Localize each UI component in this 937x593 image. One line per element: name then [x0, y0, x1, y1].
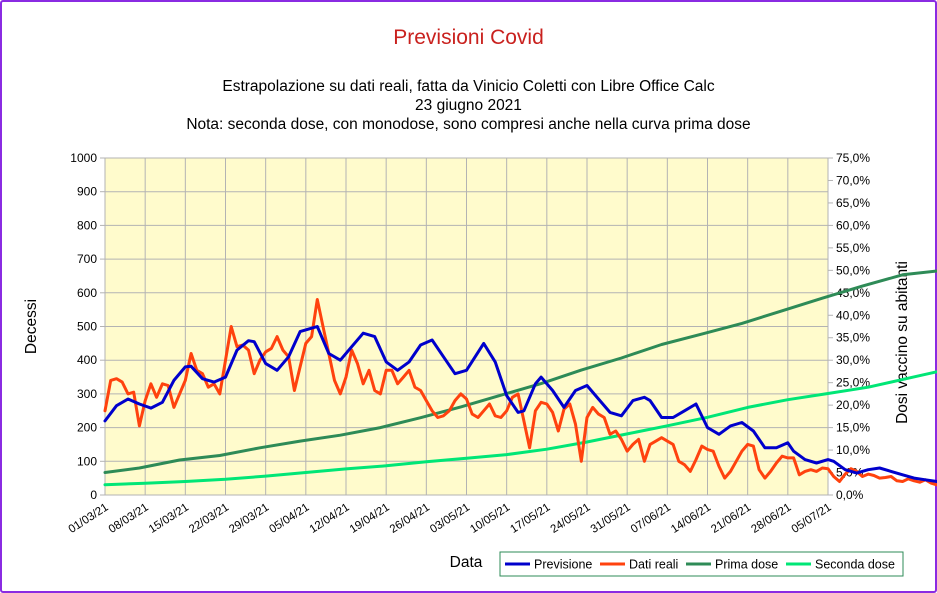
y-right-tick-label: 15,0% — [836, 421, 870, 435]
x-tick-label: 08/03/21 — [107, 501, 151, 535]
y-right-tick-label: 45,0% — [836, 286, 870, 300]
y-left-axis-title: Decessi — [23, 299, 40, 354]
x-tick-label: 29/03/21 — [227, 501, 271, 535]
x-tick-label: 07/06/21 — [629, 501, 673, 535]
legend-label: Seconda dose — [815, 558, 895, 572]
series-dati-reali — [103, 298, 937, 487]
y-right-tick-label: 55,0% — [836, 241, 870, 255]
subtitle-line-2: 23 giugno 2021 — [415, 97, 522, 114]
y-left-tick-label: 1000 — [70, 151, 97, 165]
plot-border — [104, 157, 829, 496]
x-tick-label: 26/04/21 — [388, 501, 432, 535]
subtitle-line-3: Nota: seconda dose, con monodose, sono c… — [186, 116, 751, 133]
y-right-axis-title: Dosi vaccino su abitanti — [894, 261, 911, 424]
x-tick-label: 17/05/21 — [508, 501, 552, 535]
legend-label: Dati reali — [629, 558, 678, 572]
y-left-tick-label: 600 — [77, 286, 97, 300]
y-right-tick-label: 30,0% — [836, 353, 870, 367]
y-left-tick-label: 800 — [77, 218, 97, 232]
x-tick-label: 12/04/21 — [308, 501, 352, 535]
x-tick-label: 19/04/21 — [348, 501, 392, 535]
x-tick-label: 15/03/21 — [147, 501, 191, 535]
y-left-tick-label: 200 — [77, 421, 97, 435]
y-left-tick-label: 0 — [90, 488, 97, 502]
y-right-tick-label: 75,0% — [836, 151, 870, 165]
y-left-tick-label: 100 — [77, 454, 97, 468]
series-previsione — [103, 325, 937, 484]
y-right-tick-label: 50,0% — [836, 263, 870, 277]
y-right-tick-label: 40,0% — [836, 308, 870, 322]
y-right-tick-label: 60,0% — [836, 218, 870, 232]
y-left-tick-label: 300 — [77, 387, 97, 401]
subtitle-line-1: Estrapolazione su dati reali, fatta da V… — [222, 78, 715, 95]
x-tick-label: 01/03/21 — [67, 501, 111, 535]
x-axis-title: Data — [450, 554, 483, 571]
x-tick-label: 05/07/21 — [790, 501, 834, 535]
y-left-tick-label: 500 — [77, 320, 97, 334]
y-right-tick-label: 35,0% — [836, 331, 870, 345]
x-tick-label: 05/04/21 — [267, 501, 311, 535]
legend-label: Prima dose — [715, 558, 778, 572]
y-right-tick-label: 65,0% — [836, 196, 870, 210]
legend: Previsione Dati reali Prima dose Seconda do… — [499, 551, 904, 577]
x-tick-label: 03/05/21 — [428, 501, 472, 535]
series-seconda-dose — [103, 370, 937, 487]
y-left-tick-label: 400 — [77, 353, 97, 367]
chart-subtitle: Estrapolazione su dati reali, fatta da V… — [0, 77, 937, 134]
x-tick-label: 22/03/21 — [187, 501, 231, 535]
chart-title: Previsioni Covid — [393, 26, 544, 49]
x-tick-label: 28/06/21 — [749, 501, 793, 535]
y-right-tick-label: 70,0% — [836, 173, 870, 187]
x-tick-label: 21/06/21 — [709, 501, 753, 535]
y-left-tick-label: 900 — [77, 185, 97, 199]
series-prima-dose — [103, 269, 937, 474]
y-right-tick-label: 0,0% — [836, 488, 864, 502]
x-tick-label: 10/05/21 — [468, 501, 512, 535]
legend-label: Previsione — [534, 558, 592, 572]
y-left-tick-label: 700 — [77, 252, 97, 266]
y-right-tick-label: 25,0% — [836, 376, 870, 390]
x-tick-label: 14/06/21 — [669, 501, 713, 535]
y-right-tick-label: 20,0% — [836, 398, 870, 412]
x-tick-label: 24/05/21 — [549, 501, 593, 535]
x-tick-label: 31/05/21 — [589, 501, 633, 535]
y-right-tick-label: 10,0% — [836, 443, 870, 457]
